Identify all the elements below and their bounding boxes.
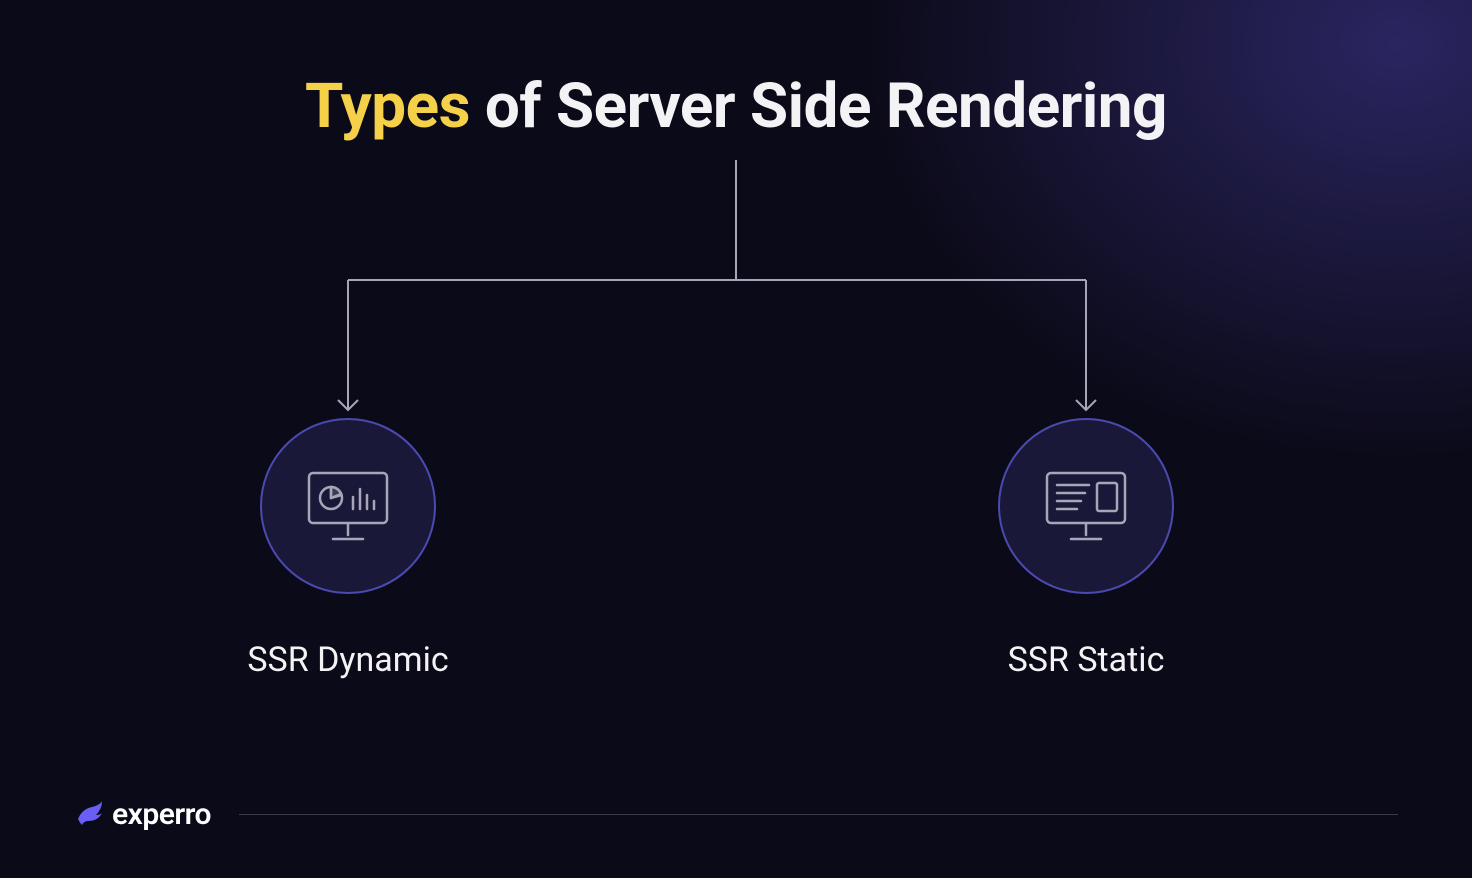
node-label-dynamic: SSR Dynamic	[198, 640, 498, 680]
node-ssr-static	[998, 418, 1174, 594]
monitor-page-icon	[1041, 467, 1131, 545]
title-highlight: Types	[305, 70, 470, 143]
diagram-title: Types of Server Side Rendering	[0, 70, 1472, 143]
bird-icon	[74, 799, 106, 831]
node-label-static: SSR Static	[936, 640, 1236, 680]
node-ssr-dynamic	[260, 418, 436, 594]
monitor-chart-icon	[303, 467, 393, 545]
footer-divider	[239, 814, 1398, 815]
title-rest: of Server Side Rendering	[470, 70, 1167, 143]
tree-connector	[0, 160, 1472, 420]
brand-name: experro	[112, 797, 211, 832]
footer: experro	[74, 797, 1398, 832]
brand-logo: experro	[74, 797, 211, 832]
